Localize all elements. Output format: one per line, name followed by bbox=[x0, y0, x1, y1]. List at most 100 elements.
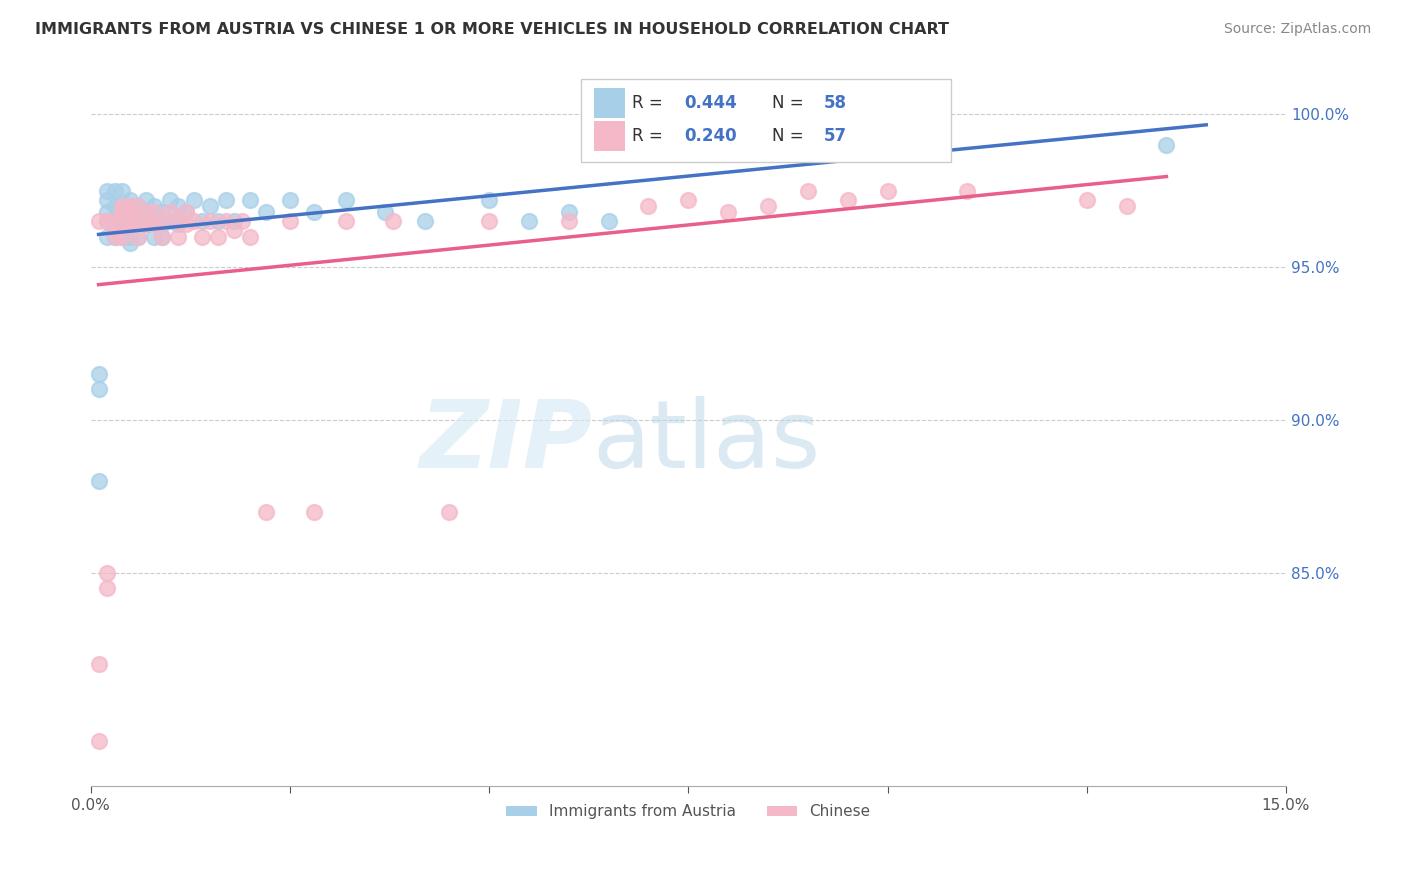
Point bbox=[120, 199, 142, 213]
Point bbox=[103, 223, 125, 237]
Point bbox=[956, 184, 979, 198]
Point bbox=[374, 205, 396, 219]
Point bbox=[96, 184, 118, 198]
Text: IMMIGRANTS FROM AUSTRIA VS CHINESE 1 OR MORE VEHICLES IN HOUSEHOLD CORRELATION C: IMMIGRANTS FROM AUSTRIA VS CHINESE 1 OR … bbox=[35, 22, 949, 37]
Point bbox=[382, 214, 405, 228]
Point bbox=[1076, 193, 1098, 207]
Point bbox=[150, 214, 173, 228]
Point bbox=[413, 214, 436, 228]
Point bbox=[183, 214, 205, 228]
Point bbox=[439, 504, 461, 518]
Point bbox=[96, 581, 118, 595]
Point bbox=[143, 214, 166, 228]
Point bbox=[215, 193, 238, 207]
FancyBboxPatch shape bbox=[593, 88, 624, 118]
Point bbox=[135, 193, 157, 207]
Point bbox=[87, 382, 110, 396]
Point bbox=[558, 214, 581, 228]
Legend: Immigrants from Austria, Chinese: Immigrants from Austria, Chinese bbox=[501, 798, 876, 825]
Point bbox=[254, 205, 277, 219]
Point bbox=[678, 193, 700, 207]
Point bbox=[278, 214, 301, 228]
Point bbox=[127, 199, 149, 213]
Point bbox=[111, 229, 134, 244]
Point bbox=[231, 214, 253, 228]
Point bbox=[207, 214, 229, 228]
Point bbox=[103, 214, 125, 228]
Point bbox=[150, 229, 173, 244]
Point bbox=[159, 214, 181, 228]
Point bbox=[120, 229, 142, 244]
Point bbox=[96, 205, 118, 219]
Point bbox=[111, 205, 134, 219]
Point bbox=[678, 107, 700, 121]
Point bbox=[127, 214, 149, 228]
Point bbox=[191, 229, 214, 244]
FancyBboxPatch shape bbox=[593, 121, 624, 151]
Point bbox=[111, 199, 134, 213]
Point bbox=[717, 205, 740, 219]
Point bbox=[167, 217, 190, 231]
Point bbox=[143, 199, 166, 213]
Text: R =: R = bbox=[633, 127, 668, 145]
Point bbox=[96, 214, 118, 228]
Point bbox=[120, 199, 142, 213]
Text: ZIP: ZIP bbox=[420, 396, 593, 488]
Point bbox=[135, 217, 157, 231]
Point bbox=[127, 229, 149, 244]
Point bbox=[207, 229, 229, 244]
Point bbox=[103, 229, 125, 244]
Text: atlas: atlas bbox=[593, 396, 821, 488]
Point bbox=[111, 214, 134, 228]
Point bbox=[478, 193, 501, 207]
Point bbox=[159, 193, 181, 207]
Point bbox=[103, 199, 125, 213]
Point bbox=[143, 205, 166, 219]
Point bbox=[254, 504, 277, 518]
Point bbox=[96, 214, 118, 228]
FancyBboxPatch shape bbox=[581, 79, 952, 161]
Point bbox=[837, 193, 859, 207]
Point bbox=[198, 214, 221, 228]
Point bbox=[167, 199, 190, 213]
Point bbox=[120, 205, 142, 219]
Text: R =: R = bbox=[633, 94, 668, 112]
Point bbox=[103, 214, 125, 228]
Point bbox=[127, 214, 149, 228]
Point bbox=[239, 229, 262, 244]
Text: N =: N = bbox=[772, 127, 808, 145]
Point bbox=[120, 217, 142, 231]
Text: Source: ZipAtlas.com: Source: ZipAtlas.com bbox=[1223, 22, 1371, 37]
Point bbox=[120, 193, 142, 207]
Point bbox=[103, 229, 125, 244]
Point bbox=[167, 229, 190, 244]
Point bbox=[87, 657, 110, 672]
Point bbox=[87, 367, 110, 381]
Point bbox=[335, 214, 357, 228]
Point bbox=[150, 217, 173, 231]
Point bbox=[239, 193, 262, 207]
Point bbox=[183, 193, 205, 207]
Point bbox=[598, 214, 620, 228]
Text: N =: N = bbox=[772, 94, 808, 112]
Point bbox=[302, 205, 325, 219]
Point bbox=[103, 184, 125, 198]
Text: 58: 58 bbox=[824, 94, 846, 112]
Point bbox=[96, 229, 118, 244]
Point bbox=[159, 205, 181, 219]
Text: 57: 57 bbox=[824, 127, 846, 145]
Point bbox=[222, 223, 245, 237]
Point bbox=[191, 214, 214, 228]
Point bbox=[174, 205, 197, 219]
Point bbox=[302, 504, 325, 518]
Point bbox=[111, 184, 134, 198]
Point bbox=[143, 229, 166, 244]
Text: 0.240: 0.240 bbox=[685, 127, 737, 145]
Point bbox=[87, 474, 110, 488]
Point bbox=[143, 217, 166, 231]
Point bbox=[111, 229, 134, 244]
Point bbox=[103, 220, 125, 235]
Point bbox=[222, 214, 245, 228]
Point bbox=[150, 205, 173, 219]
Point bbox=[120, 214, 142, 228]
